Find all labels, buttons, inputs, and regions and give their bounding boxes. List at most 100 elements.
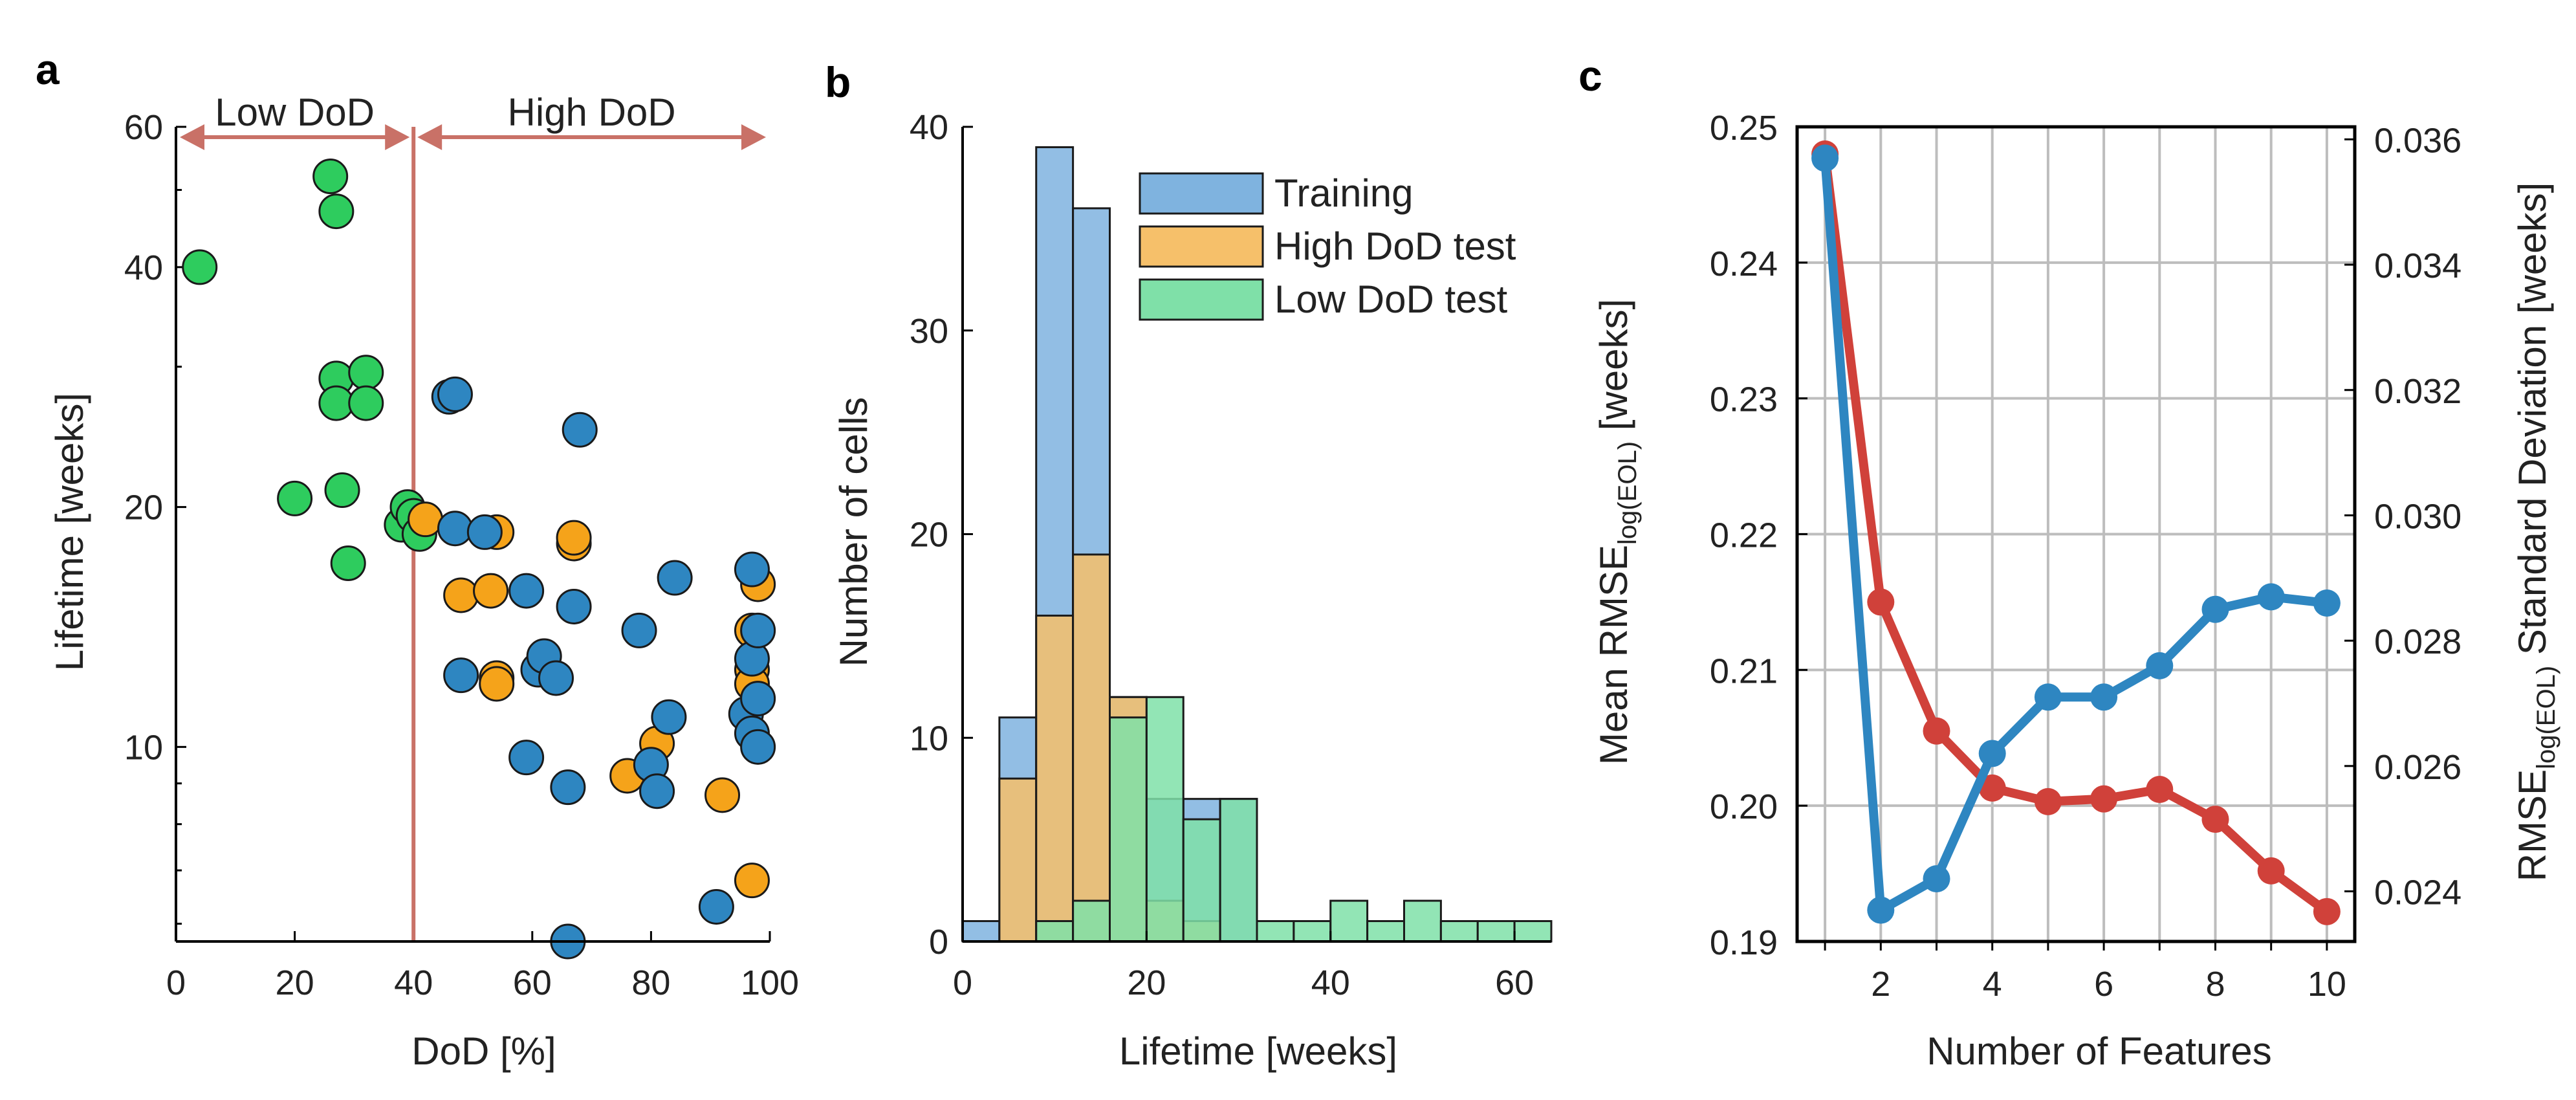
panel-b-histogram: 0 20 40 60 0 10 20 30 40 Training High DoD test Lo… bbox=[832, 108, 1553, 1073]
y-left-tick-label: 0.21 bbox=[1710, 652, 1778, 690]
line-marker-mean-rmse bbox=[2201, 806, 2229, 833]
panel-c-line: 2 4 6 8 10 0.19 0.20 0.21 0.22 0.23 0.24 0.25 0.024 0… bbox=[1592, 109, 2560, 1073]
annotation-arrowhead-right bbox=[741, 124, 766, 150]
y-tick-label: 10 bbox=[910, 719, 948, 758]
scatter-point-training bbox=[740, 681, 776, 717]
histogram-bar-low-dod-test bbox=[1476, 920, 1516, 943]
annotation-arrowhead-left bbox=[180, 124, 204, 150]
legend-swatch-low-dod-test bbox=[1139, 278, 1264, 321]
histogram-bar-low-dod-test bbox=[1072, 899, 1111, 943]
histogram-bar-low-dod-test bbox=[1035, 920, 1075, 943]
histogram-bar-low-dod-test bbox=[1145, 696, 1184, 943]
panel-b-legend: Training High DoD test Low DoD test bbox=[1139, 171, 1516, 321]
x-tick-label: 4 bbox=[1983, 965, 2002, 1004]
ylabel-left-tail: [weeks] bbox=[1592, 299, 1635, 441]
x-tick-label: 6 bbox=[2094, 965, 2113, 1004]
scatter-point-training bbox=[740, 729, 776, 765]
histogram-bar-low-dod-test bbox=[1219, 798, 1258, 943]
panel-a-scatter: 0 20 40 60 80 100 10 20 40 60 Low DoD High DoD DoD… bbox=[48, 91, 799, 1073]
y-tick-label: 0 bbox=[929, 923, 948, 962]
scatter-point-training bbox=[621, 612, 657, 648]
scatter-point-training bbox=[556, 588, 592, 624]
y-right-tick-label: 0.032 bbox=[2374, 372, 2461, 411]
y-right-tick-label: 0.030 bbox=[2374, 497, 2461, 536]
y-left-tick-label: 0.23 bbox=[1710, 380, 1778, 419]
scatter-point-low-dod bbox=[330, 545, 366, 582]
scatter-point-low-dod bbox=[348, 355, 384, 391]
x-tick-label: 100 bbox=[741, 963, 799, 1002]
line-marker-mean-rmse bbox=[1867, 588, 1895, 616]
panel-a-xlabel: DoD [%] bbox=[411, 1029, 556, 1073]
legend-swatch-training bbox=[1139, 172, 1264, 215]
y-tick-label: 40 bbox=[124, 248, 163, 287]
x-tick-label: 10 bbox=[2308, 965, 2346, 1004]
y-right-tick-label: 0.028 bbox=[2374, 622, 2461, 661]
scatter-point-high-dod bbox=[408, 501, 444, 538]
x-tick-label: 60 bbox=[1495, 963, 1534, 1002]
scatter-point-training bbox=[508, 740, 545, 776]
x-tick-label: 80 bbox=[631, 963, 670, 1002]
line-marker-mean-rmse bbox=[2313, 897, 2341, 925]
legend-label: Low DoD test bbox=[1274, 278, 1507, 321]
line-marker-mean-rmse bbox=[2257, 857, 2285, 885]
ylabel-right-main: RMSE bbox=[2511, 769, 2554, 881]
line-marker-std-dev bbox=[2201, 595, 2229, 623]
panel-letter-a: a bbox=[36, 45, 60, 93]
histogram-bar-low-dod-test bbox=[1403, 899, 1442, 943]
legend-label: High DoD test bbox=[1274, 225, 1516, 268]
y-tick-label: 20 bbox=[910, 516, 948, 555]
scatter-point-training bbox=[651, 699, 687, 735]
line-marker-std-dev bbox=[2257, 583, 2285, 611]
legend-label: Training bbox=[1274, 171, 1414, 215]
line-marker-std-dev bbox=[1978, 740, 2006, 767]
panel-c-ylabel-left: Mean RMSElog(EOL) [weeks] bbox=[1592, 299, 1642, 765]
histogram-bar-low-dod-test bbox=[1366, 920, 1405, 943]
scatter-point-low-dod bbox=[312, 159, 349, 195]
scatter-point-low-dod bbox=[318, 385, 355, 421]
scatter-point-training bbox=[550, 769, 586, 806]
x-tick-label: 0 bbox=[166, 963, 186, 1002]
scatter-point-high-dod bbox=[734, 863, 770, 899]
scatter-point-low-dod bbox=[318, 193, 355, 230]
scatter-point-training bbox=[734, 551, 770, 588]
y-left-tick-label: 0.20 bbox=[1710, 787, 1778, 826]
y-right-tick-label: 0.026 bbox=[2374, 748, 2461, 787]
scatter-point-low-dod bbox=[182, 249, 218, 285]
y-tick-label: 10 bbox=[124, 728, 163, 767]
scatter-point-training bbox=[508, 573, 545, 609]
scatter-point-high-dod bbox=[556, 520, 592, 556]
x-tick-label: 2 bbox=[1871, 965, 1890, 1004]
histogram-bar-low-dod-test bbox=[1256, 920, 1295, 943]
scatter-point-high-dod bbox=[479, 666, 515, 702]
line-marker-mean-rmse bbox=[2146, 775, 2174, 803]
histogram-bar-low-dod-test bbox=[1109, 716, 1148, 943]
scatter-point-low-dod bbox=[324, 472, 360, 509]
x-tick-label: 60 bbox=[513, 963, 552, 1002]
histogram-bar-low-dod-test bbox=[1329, 899, 1369, 943]
ylabel-left-sub: log(EOL) bbox=[1613, 441, 1642, 545]
scatter-point-training bbox=[538, 660, 574, 696]
line-marker-std-dev bbox=[1867, 896, 1895, 924]
histogram-bar-high-dod-test bbox=[1072, 553, 1111, 943]
panel-letter-b: b bbox=[825, 58, 851, 106]
x-tick-label: 8 bbox=[2205, 965, 2225, 1004]
y-tick-label: 60 bbox=[124, 108, 163, 147]
ylabel-right-tail: Standard Deviation [weeks] bbox=[2511, 182, 2554, 666]
y-tick-label: 40 bbox=[910, 108, 948, 147]
line-marker-std-dev bbox=[1811, 144, 1839, 172]
y-tick-label: 30 bbox=[910, 312, 948, 351]
y-left-tick-label: 0.24 bbox=[1710, 245, 1778, 283]
scatter-point-high-dod bbox=[443, 577, 479, 613]
y-right-tick-label: 0.034 bbox=[2374, 247, 2461, 285]
y-right-tick-label: 0.024 bbox=[2374, 874, 2461, 912]
ylabel-right-sub: log(EOL) bbox=[2532, 666, 2560, 769]
annotation-label-high-dod: High DoD bbox=[508, 91, 676, 134]
histogram-bar-high-dod-test bbox=[1035, 614, 1075, 943]
histogram-bar-high-dod-test bbox=[998, 777, 1038, 943]
scatter-point-low-dod bbox=[277, 480, 313, 516]
histogram-bar-low-dod-test bbox=[1439, 920, 1479, 943]
line-series-std-dev bbox=[1820, 157, 2328, 915]
panel-b-ylabel: Number of cells bbox=[832, 397, 875, 667]
x-tick-label: 40 bbox=[394, 963, 433, 1002]
